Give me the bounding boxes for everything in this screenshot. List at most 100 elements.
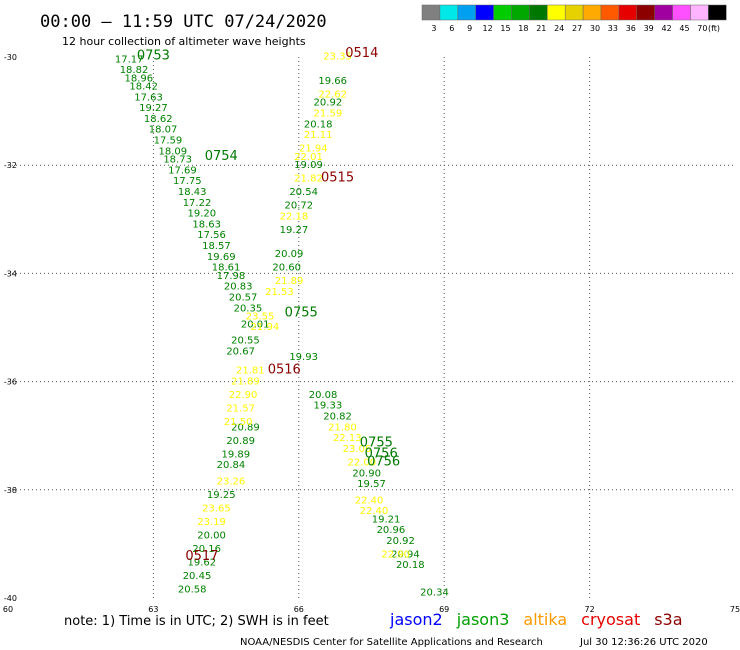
colorbar-swatch [511,4,530,21]
wave-height-label: 20.92 [386,536,415,547]
wave-height-label: 20.45 [183,571,212,582]
wave-height-label: 20.72 [284,200,313,211]
wave-height-label: 20.08 [309,390,338,401]
colorbar-tick-label: 70 [697,24,707,33]
colorbar-legend: 3 6 9 12 15 18 21 24 27 30 33 36 39 42 45 70 [421,4,727,33]
wave-height-label: 23.35 [323,52,352,63]
colorbar-tick-label: 6 [449,24,454,33]
wave-height-label: 17.56 [197,230,226,241]
colorbar-swatch [654,4,673,21]
y-tick-label: -30 [4,53,17,62]
wave-height-label: 20.94 [391,549,420,560]
satellite-legend: jason2 jason3 altika cryosat s3a [389,610,683,629]
wave-height-label: 19.69 [207,252,236,263]
wave-height-label: 18.62 [144,114,173,125]
wave-height-label: 21.11 [304,130,333,141]
wave-height-label: 17.98 [217,271,246,282]
wave-height-label: 22.01 [294,152,323,163]
colorbar-swatch [636,4,655,21]
wave-height-label: 20.89 [231,422,260,433]
wave-height-label: 20.92 [314,98,343,109]
wave-height-label: 18.63 [192,219,221,230]
wave-height-label: 22.40 [355,495,384,506]
y-tick-label: -38 [4,486,17,495]
wave-height-label: 20.18 [396,560,425,571]
pass-time-label: 0514 [345,46,378,61]
wave-height-label: 21.89 [275,276,304,287]
wave-height-label: 18.96 [125,73,154,84]
wave-height-label: 20.01 [241,320,270,331]
wave-height-label: 20.34 [420,587,449,598]
wave-height-label: 17.22 [183,198,212,209]
wave-height-label: 21.57 [226,403,255,414]
pass-time-label: 0756 [367,454,400,469]
y-tick-label: -40 [4,594,17,603]
satellite-legend-entry: jason3 [456,610,510,629]
pass-time-label: 0754 [205,149,238,164]
wave-height-label: 19.27 [139,103,168,114]
x-tick-label: 66 [294,605,304,614]
wave-height-label: 21.50 [224,417,253,428]
wave-height-label: 18.09 [158,146,187,157]
colorbar-swatch [672,4,691,21]
colorbar-tick-label: 45 [679,24,689,33]
wave-height-label: 17.63 [134,92,163,103]
wave-height-label: 20.55 [231,336,260,347]
wave-height-label: 19.21 [372,514,401,525]
wave-height-label: 20.83 [224,282,253,293]
x-tick-label: 69 [439,605,449,614]
wave-height-label: 20.57 [229,292,258,303]
wave-height-label: 19.20 [188,209,217,220]
wave-height-label: 20.09 [275,249,304,260]
wave-height-label: 19.89 [221,449,250,460]
satellite-legend-entry: s3a [654,610,682,629]
wave-height-label: 21.94 [299,144,328,155]
pass-time-label: 0753 [137,49,170,64]
y-tick-label: -34 [4,269,17,278]
wave-height-label: 18.61 [212,263,241,274]
wave-height-label: 20.18 [304,119,333,130]
wave-height-label: 19.25 [207,490,236,501]
chart-subtitle: 12 hour collection of altimeter wave hei… [62,35,306,48]
wave-height-label: 17.17 [115,54,144,65]
colorbar-swatch [493,4,512,21]
data-labels: 17.1718.8218.9618.4217.6319.2718.6218.07… [115,52,449,599]
wave-height-label: 18.82 [120,65,149,76]
credit-text: NOAA/NESDIS Center for Satellite Applica… [240,637,543,648]
wave-height-label: 22.90 [381,549,410,560]
colorbar-tick-label: 42 [662,24,672,33]
colorbar-swatch [457,4,476,21]
wave-height-label: 18.57 [202,241,231,252]
colorbar-tick-label: 3 [431,24,436,33]
colorbar-swatch [582,4,602,21]
wave-height-label: 19.62 [188,558,217,569]
satellite-legend-entry: altika [523,610,567,629]
wave-height-label: 21.80 [328,422,357,433]
colorbar-tick-label: 12 [483,24,493,33]
chart-title: 00:00 – 11:59 UTC 07/24/2020 [40,12,327,32]
wave-height-label: 22.18 [280,211,309,222]
footer-note: note: 1) Time is in UTC; 2) SWH is in fe… [64,614,329,629]
wave-height-label: 20.35 [234,303,263,314]
colorbar-swatch [564,4,584,21]
wave-height-label: 20.82 [323,411,352,422]
colorbar-tick-label: 24 [554,24,564,33]
wave-height-label: 20.89 [226,436,255,447]
wave-height-label: 21.94 [251,322,280,333]
wave-height-label: 19.33 [314,401,343,412]
wave-height-label: 18.42 [129,81,158,92]
wave-height-label: 17.69 [168,165,197,176]
colorbar-swatch [618,4,638,21]
y-tick-label: -32 [4,161,17,170]
wave-height-label: 18.73 [163,154,192,165]
colorbar-swatch [475,4,494,21]
x-tick-label: 72 [585,605,595,614]
wave-height-label: 20.16 [192,544,221,555]
axis-tick-labels: 60 63 66 69 72 75 -30 -32 -34 -36 -38 -40 [3,53,740,614]
colorbar-tick-label: 36 [626,24,636,33]
colorbar-swatch [547,4,566,21]
pass-time-label: 0756 [365,446,398,461]
colorbar-tick-label: 18 [518,24,528,33]
